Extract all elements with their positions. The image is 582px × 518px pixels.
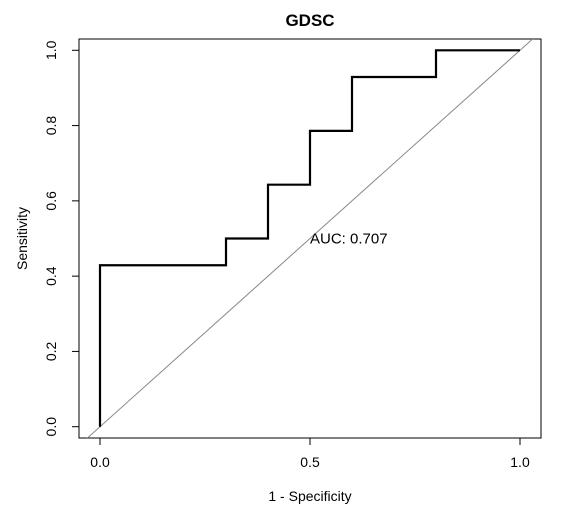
y-tick-label: 1.0 [43,40,59,60]
series-group [86,39,534,438]
y-axis-label: Sensitivity [14,207,30,270]
y-tick-label: 0.0 [43,417,59,437]
x-tick-label: 0.0 [90,454,110,470]
reference-diagonal-line [86,39,534,438]
x-tick-label: 1.0 [510,454,530,470]
y-axis: 0.0 0.2 0.4 0.6 0.8 1.0 [43,40,80,437]
y-tick-label: 0.4 [43,266,59,286]
x-axis: 0.0 0.5 1.0 [90,437,530,470]
roc-curve-line [98,49,520,427]
y-tick-label: 0.8 [43,116,59,136]
annotations: AUC: 0.707 [310,231,388,248]
x-axis-label: 1 - Specificity [268,488,351,504]
auc-annotation: AUC: 0.707 [310,231,388,248]
chart-title: GDSC [285,11,334,30]
y-tick-label: 0.6 [43,191,59,211]
y-tick-label: 0.2 [43,341,59,361]
x-tick-label: 0.5 [300,454,320,470]
